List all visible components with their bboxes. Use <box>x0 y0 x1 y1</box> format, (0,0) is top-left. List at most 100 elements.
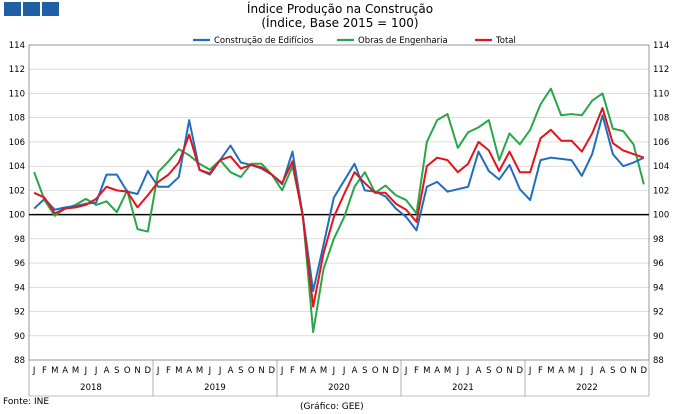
x-tick-month-7: A <box>104 366 110 376</box>
x-tick-year-2020: 2020 <box>328 383 350 393</box>
x-tick-month-12: J <box>156 366 160 376</box>
x-tick-month-20: S <box>238 366 243 376</box>
x-tick-month-4: M <box>72 366 79 376</box>
y-tick-right-96: 96 <box>653 259 664 269</box>
y-tick-left-94: 94 <box>14 283 25 293</box>
y-tick-left-114: 114 <box>9 41 25 51</box>
x-tick-year-2019: 2019 <box>204 383 226 393</box>
y-tick-right-90: 90 <box>653 332 664 342</box>
y-tick-right-98: 98 <box>653 235 664 245</box>
credit-note: (Gráfico: GEE) <box>300 402 364 412</box>
plot-frame <box>28 44 650 361</box>
y-tick-left-112: 112 <box>9 65 25 75</box>
x-tick-month-10: N <box>134 366 140 376</box>
x-tick-month-31: A <box>352 366 358 376</box>
series-line-total <box>33 107 645 308</box>
y-tick-right-112: 112 <box>653 65 669 75</box>
legend-label-obras-de-engenharia: Obras de Engenharia <box>358 36 448 46</box>
legend-label-constru-o-de-edif-cios: Construção de Edifícios <box>214 36 314 46</box>
y-tick-left-96: 96 <box>14 259 25 269</box>
y-tick-right-100: 100 <box>653 211 669 221</box>
x-tick-month-14: M <box>175 366 182 376</box>
x-tick-month-55: A <box>600 366 606 376</box>
y-tick-left-90: 90 <box>14 332 25 342</box>
y-tick-right-92: 92 <box>653 308 664 318</box>
x-tick-month-35: D <box>393 366 400 376</box>
x-tick-month-43: A <box>476 366 482 376</box>
x-tick-month-49: F <box>538 366 543 376</box>
chart-title: Índice Produção na Construção <box>246 2 434 16</box>
x-tick-month-19: A <box>228 366 234 376</box>
x-tick-month-3: A <box>62 366 68 376</box>
x-tick-month-5: J <box>84 366 88 376</box>
y-tick-left-92: 92 <box>14 308 25 318</box>
x-tick-month-13: F <box>166 366 171 376</box>
x-tick-month-9: O <box>124 366 131 376</box>
chart-subtitle: (Índice, Base 2015 = 100) <box>261 16 419 30</box>
x-tick-month-24: J <box>280 366 284 376</box>
x-tick-month-51: A <box>558 366 564 376</box>
x-tick-month-18: J <box>218 366 222 376</box>
x-tick-month-30: J <box>342 366 346 376</box>
y-tick-right-104: 104 <box>653 162 669 172</box>
x-tick-month-32: S <box>362 366 367 376</box>
y-tick-right-108: 108 <box>653 114 669 124</box>
x-tick-month-46: N <box>506 366 512 376</box>
x-tick-month-48: J <box>528 366 532 376</box>
series-line-constru-o-de-edif-cios <box>33 114 645 292</box>
x-tick-month-50: M <box>547 366 554 376</box>
y-tick-left-100: 100 <box>9 211 25 221</box>
x-tick-month-41: J <box>456 366 460 376</box>
x-tick-month-6: J <box>94 366 98 376</box>
x-tick-month-28: M <box>320 366 327 376</box>
y-tick-left-106: 106 <box>9 138 25 148</box>
x-tick-year-2018: 2018 <box>80 383 102 393</box>
x-tick-month-59: D <box>641 366 648 376</box>
logo-square-1 <box>4 2 21 16</box>
x-tick-month-8: S <box>114 366 119 376</box>
x-tick-month-36: J <box>404 366 408 376</box>
y-tick-right-114: 114 <box>653 41 669 51</box>
x-tick-month-29: J <box>332 366 336 376</box>
x-tick-month-0: J <box>32 366 36 376</box>
y-tick-left-108: 108 <box>9 114 25 124</box>
logo-square-2 <box>23 2 40 16</box>
x-tick-month-37: F <box>414 366 419 376</box>
y-tick-right-88: 88 <box>653 356 664 366</box>
x-tick-month-52: M <box>568 366 575 376</box>
x-tick-month-58: N <box>630 366 636 376</box>
x-tick-month-34: N <box>382 366 388 376</box>
x-tick-month-17: J <box>208 366 212 376</box>
x-tick-month-25: F <box>290 366 295 376</box>
series-line-obras-de-engenharia <box>33 87 645 334</box>
x-tick-month-54: J <box>590 366 594 376</box>
x-tick-month-44: S <box>486 366 491 376</box>
x-tick-month-40: M <box>444 366 451 376</box>
x-tick-month-15: A <box>186 366 192 376</box>
y-tick-right-94: 94 <box>653 283 664 293</box>
x-tick-month-22: N <box>258 366 264 376</box>
x-tick-month-26: M <box>299 366 306 376</box>
x-tick-month-2: M <box>51 366 58 376</box>
y-tick-right-110: 110 <box>653 89 669 99</box>
x-tick-month-53: J <box>580 366 584 376</box>
x-tick-month-38: M <box>423 366 430 376</box>
x-tick-month-21: O <box>248 366 255 376</box>
source-note: Fonte: INE <box>3 397 50 407</box>
x-tick-month-33: O <box>372 366 379 376</box>
y-tick-left-102: 102 <box>9 186 25 196</box>
x-tick-month-1: F <box>42 366 47 376</box>
x-tick-month-56: S <box>610 366 615 376</box>
y-tick-left-104: 104 <box>9 162 25 172</box>
x-tick-month-23: D <box>269 366 276 376</box>
x-tick-month-11: D <box>145 366 152 376</box>
logo-square-3 <box>42 2 59 16</box>
y-tick-right-102: 102 <box>653 186 669 196</box>
x-tick-month-16: M <box>196 366 203 376</box>
x-tick-month-47: D <box>517 366 524 376</box>
y-tick-left-88: 88 <box>14 356 25 366</box>
y-tick-right-106: 106 <box>653 138 669 148</box>
legend-label-total: Total <box>495 36 516 46</box>
y-tick-left-98: 98 <box>14 235 25 245</box>
